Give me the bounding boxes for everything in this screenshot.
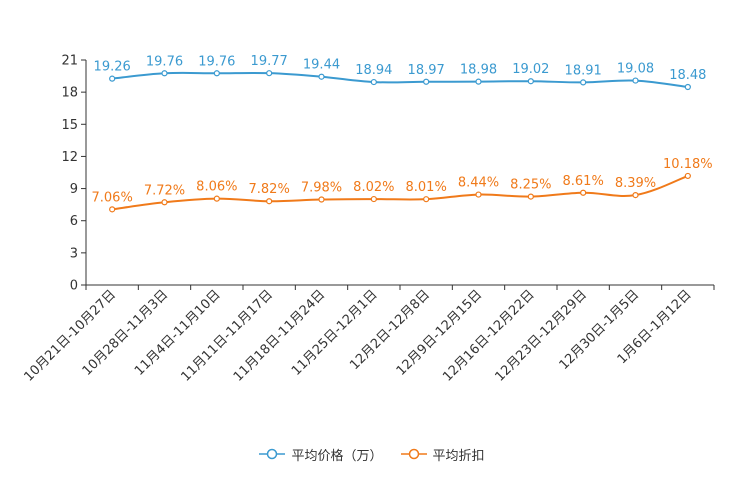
data-point bbox=[580, 189, 587, 196]
y-tick-label: 18 bbox=[61, 86, 78, 101]
data-label: 8.06% bbox=[196, 180, 237, 195]
data-label: 8.25% bbox=[510, 178, 551, 193]
data-point bbox=[580, 79, 587, 86]
data-label: 19.26 bbox=[94, 60, 131, 75]
data-point bbox=[527, 78, 534, 85]
y-tick-label: 3 bbox=[70, 246, 78, 261]
data-label: 18.97 bbox=[408, 63, 445, 78]
data-label: 8.39% bbox=[615, 176, 656, 191]
y-tick-label: 9 bbox=[70, 182, 78, 197]
data-point bbox=[370, 195, 377, 203]
data-label: 19.08 bbox=[617, 62, 654, 77]
x-tick-label: 12月23日-12月29日 bbox=[493, 287, 590, 384]
data-label: 19.44 bbox=[303, 58, 340, 73]
data-label: 18.91 bbox=[565, 63, 602, 78]
data-point bbox=[213, 195, 220, 202]
data-point bbox=[475, 78, 482, 85]
data-label: 19.76 bbox=[146, 54, 183, 69]
y-tick-label: 21 bbox=[61, 54, 78, 69]
line-chart: 03691215182110月21日-10月27日10月28日-11月3日11月… bbox=[22, 54, 715, 385]
data-label: 19.02 bbox=[512, 62, 549, 77]
series-line-1 bbox=[112, 174, 689, 211]
data-point bbox=[161, 70, 168, 77]
legend-item-price[interactable]: 平均价格（万） bbox=[259, 445, 383, 464]
y-tick-label: 0 bbox=[70, 279, 78, 294]
data-point bbox=[109, 75, 116, 82]
legend-discount-line-icon bbox=[400, 448, 427, 460]
data-point bbox=[266, 70, 273, 77]
data-point bbox=[318, 196, 325, 203]
data-label: 19.77 bbox=[251, 54, 288, 69]
data-label: 18.98 bbox=[460, 63, 497, 78]
data-label: 18.48 bbox=[669, 68, 706, 83]
data-point bbox=[423, 196, 430, 203]
data-label: 18.94 bbox=[355, 63, 392, 78]
x-tick-label: 12月16日-12月22日 bbox=[440, 287, 537, 384]
x-tick-label: 10月21日-10月27日 bbox=[22, 287, 119, 384]
series-line-0 bbox=[112, 71, 688, 88]
data-label: 7.82% bbox=[249, 182, 290, 197]
data-label: 8.01% bbox=[406, 180, 447, 195]
data-label: 8.02% bbox=[353, 180, 394, 195]
data-point bbox=[632, 192, 639, 199]
data-point bbox=[684, 172, 691, 180]
chart-legend: 平均价格（万） 平均折扣 bbox=[0, 440, 744, 468]
data-point bbox=[423, 78, 430, 85]
data-label: 8.44% bbox=[458, 176, 499, 191]
legend-price-line-icon bbox=[259, 448, 286, 460]
data-point bbox=[161, 199, 168, 206]
data-point bbox=[684, 83, 691, 91]
legend-item-discount[interactable]: 平均折扣 bbox=[400, 445, 485, 464]
data-point bbox=[318, 73, 325, 80]
data-point bbox=[632, 77, 639, 84]
y-tick-label: 15 bbox=[61, 118, 78, 133]
y-tick-label: 12 bbox=[61, 150, 78, 165]
data-point bbox=[266, 198, 273, 205]
data-label: 7.98% bbox=[301, 181, 342, 196]
legend-discount-label: 平均折扣 bbox=[432, 448, 485, 464]
data-point bbox=[109, 206, 116, 213]
x-tick-label: 11月11日-11月17日 bbox=[179, 287, 276, 384]
data-label: 10.18% bbox=[663, 157, 713, 172]
data-label: 19.76 bbox=[198, 54, 235, 69]
y-tick-label: 6 bbox=[70, 214, 78, 229]
data-label: 8.61% bbox=[563, 174, 604, 189]
legend-price-label: 平均价格（万） bbox=[291, 448, 383, 464]
data-label: 7.06% bbox=[92, 190, 133, 205]
data-point bbox=[475, 191, 482, 198]
data-point bbox=[213, 70, 220, 77]
data-point bbox=[527, 193, 534, 200]
data-point bbox=[370, 78, 377, 86]
x-tick-label: 11月18日-11月24日 bbox=[231, 287, 328, 384]
data-label: 7.72% bbox=[144, 183, 185, 198]
